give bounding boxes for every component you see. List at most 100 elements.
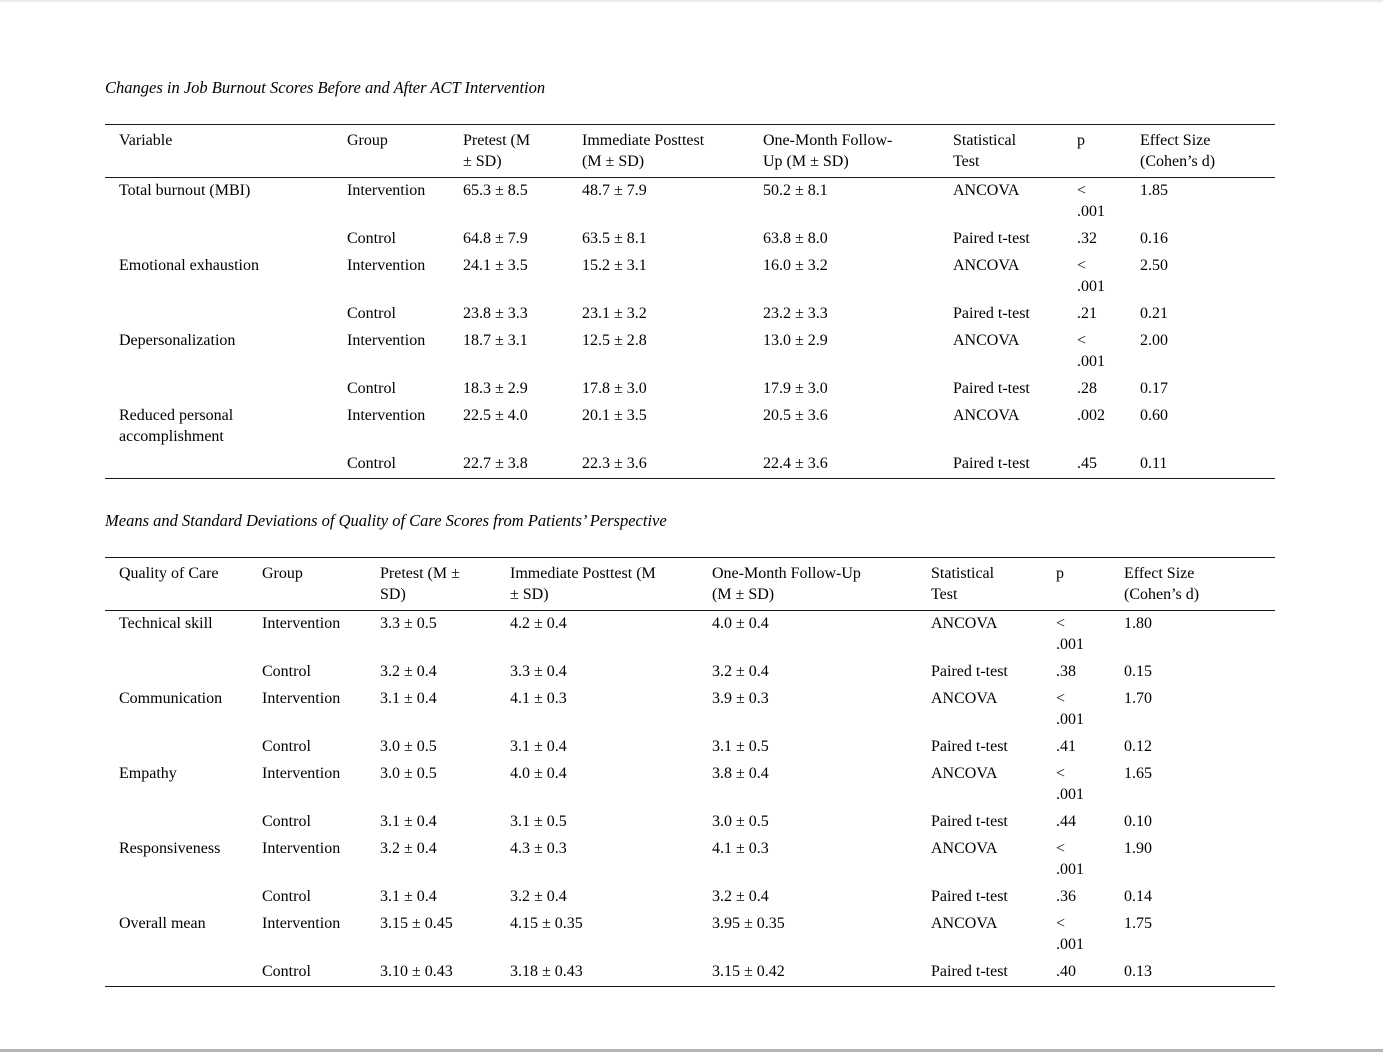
table-cell [105,809,248,836]
table-cell: Intervention [262,915,341,932]
table-cell: 4.1 ± 0.3 [712,840,769,857]
table-cell: Intervention [262,840,341,857]
table-cell: 0.11 [1140,455,1168,472]
table-cell: 3.1 ± 0.4 [380,813,437,830]
table-cell: 22.3 ± 3.6 [582,455,647,472]
table-cell: 3.2 ± 0.4 [380,840,437,857]
table-cell: .36 [1056,888,1076,905]
table-cell: ANCOVA [931,615,998,632]
quality-of-care-table-header: Quality of Care Group Pretest (M ± SD) Imme… [105,557,1275,611]
table-cell: Control [262,888,311,905]
table-cell: 1.90 [1124,840,1152,857]
table-cell: 3.1 ± 0.5 [510,813,567,830]
table-cell: Reduced personal accomplishment [119,407,234,445]
table-cell: .002 [1077,407,1105,424]
table-cell: Depersonalization [119,332,236,349]
table-cell: Control [347,230,396,247]
table-row: Control 18.3 ± 2.9 17.8 ± 3.0 17.9 ± 3.0 Pai… [105,376,1275,403]
table-cell: .32 [1077,230,1097,247]
table-cell: Control [262,963,311,980]
table-cell [105,226,333,253]
table-cell: 4.1 ± 0.3 [510,690,567,707]
table-cell: .40 [1056,963,1076,980]
table-cell: 4.0 ± 0.4 [510,765,567,782]
table-cell: ANCOVA [953,332,1020,349]
column-header: Quality of Care [105,557,248,611]
header-row: Quality of Care Group Pretest (M ± SD) Imme… [105,557,1275,611]
table-cell: 50.2 ± 8.1 [763,182,828,199]
table-cell: .45 [1077,455,1097,472]
table-cell: ANCOVA [953,182,1020,199]
table-cell: 17.8 ± 3.0 [582,380,647,397]
table-cell: 3.95 ± 0.35 [712,915,785,932]
table-cell: 3.15 ± 0.45 [380,915,453,932]
table-cell: 23.8 ± 3.3 [463,305,528,322]
table-cell: .44 [1056,813,1076,830]
column-header: Immediate Posttest (M ± SD) [496,557,698,611]
table-cell: 3.10 ± 0.43 [380,963,453,980]
table-cell: 4.3 ± 0.3 [510,840,567,857]
table-cell: 1.75 [1124,915,1152,932]
table-cell: 20.5 ± 3.6 [763,407,828,424]
table-cell: 17.9 ± 3.0 [763,380,828,397]
table-row: Overall mean Intervention 3.15 ± 0.45 4.15 … [105,911,1275,959]
table-cell: ANCOVA [931,765,998,782]
table-cell: 3.8 ± 0.4 [712,765,769,782]
column-header: Group [248,557,366,611]
table-cell: 3.2 ± 0.4 [380,663,437,680]
table-cell: < .001 [1056,765,1084,803]
table-row: Emotional exhaustion Intervention 24.1 ± 3… [105,253,1275,301]
table-cell: < .001 [1056,615,1084,653]
table-cell: Intervention [262,615,341,632]
header-row: Variable Group Pretest (M ± SD) Immediate P… [105,124,1275,178]
table-cell: Paired t-test [953,230,1030,247]
table-cell: < .001 [1056,690,1084,728]
table-row: Communication Intervention 3.1 ± 0.4 4.1 ± … [105,686,1275,734]
table-cell: 0.60 [1140,407,1168,424]
table-cell: 3.2 ± 0.4 [712,663,769,680]
column-header: Statistical Test [917,557,1042,611]
table-cell: 3.18 ± 0.43 [510,963,583,980]
table-row: Control 22.7 ± 3.8 22.3 ± 3.6 22.4 ± 3.6 Pai… [105,451,1275,479]
table-cell: 3.0 ± 0.5 [712,813,769,830]
table-cell: 0.21 [1140,305,1168,322]
table-cell: 65.3 ± 8.5 [463,182,528,199]
table-cell: Control [262,738,311,755]
table-cell: 15.2 ± 3.1 [582,257,647,274]
table-cell: 3.0 ± 0.5 [380,738,437,755]
page-bottom-edge [0,1049,1383,1052]
table-cell: ANCOVA [953,257,1020,274]
table-cell: ANCOVA [953,407,1020,424]
table-cell: 63.8 ± 8.0 [763,230,828,247]
table-cell: 24.1 ± 3.5 [463,257,528,274]
table-cell: 63.5 ± 8.1 [582,230,647,247]
table-cell: 4.15 ± 0.35 [510,915,583,932]
table-cell [105,884,248,911]
table-cell: < .001 [1077,257,1105,295]
table-cell: 2.00 [1140,332,1168,349]
burnout-table-header: Variable Group Pretest (M ± SD) Immediate P… [105,124,1275,178]
table-cell: 1.85 [1140,182,1168,199]
table-cell: 16.0 ± 3.2 [763,257,828,274]
table-cell: Intervention [347,407,426,424]
table-cell: 12.5 ± 2.8 [582,332,647,349]
table-cell: ANCOVA [931,915,998,932]
table-row: Control 64.8 ± 7.9 63.5 ± 8.1 63.8 ± 8.0 Pai… [105,226,1275,253]
table-cell: Control [347,305,396,322]
table-cell: 3.9 ± 0.3 [712,690,769,707]
table-row: Control 3.0 ± 0.5 3.1 ± 0.4 3.1 ± 0.5 Paired… [105,734,1275,761]
table-cell: < .001 [1077,182,1105,220]
quality-of-care-table-section: Means and Standard Deviations of Quality… [105,511,1383,987]
table-cell: Intervention [262,690,341,707]
burnout-table: Variable Group Pretest (M ± SD) Immediate P… [105,124,1275,479]
column-header: One-Month Follow-Up (M ± SD) [698,557,917,611]
column-header: Pretest (M ± SD) [366,557,496,611]
quality-of-care-table-body: Technical skill Intervention 3.3 ± 0.5 4.2 … [105,611,1275,987]
table-cell: Overall mean [119,915,206,932]
table-cell: 0.12 [1124,738,1152,755]
table-cell: 22.7 ± 3.8 [463,455,528,472]
table-row: Reduced personal accomplishment Intervent… [105,403,1275,451]
table-cell: < .001 [1056,840,1084,878]
column-header: One-Month Follow- Up (M ± SD) [749,124,939,178]
table-row: Responsiveness Intervention 3.2 ± 0.4 4.3 ±… [105,836,1275,884]
